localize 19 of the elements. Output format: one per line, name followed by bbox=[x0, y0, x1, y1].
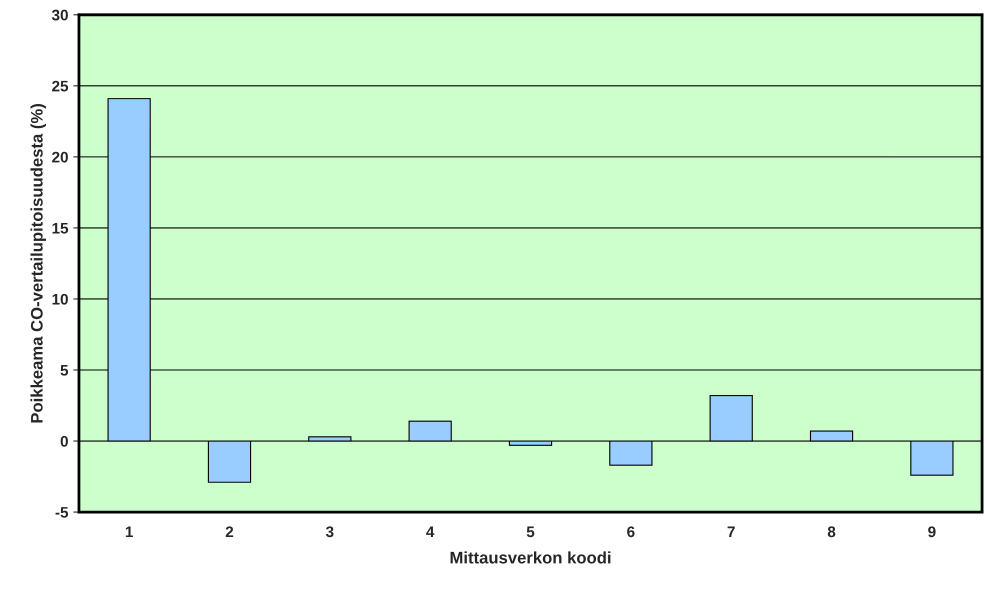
x-tick-label: 9 bbox=[928, 526, 936, 538]
x-tick-label: 4 bbox=[426, 526, 434, 538]
y-tick-label: 15 bbox=[52, 222, 68, 234]
y-tick-label: 20 bbox=[52, 152, 68, 163]
x-tick-label: 5 bbox=[526, 526, 534, 538]
x-tick-label: 7 bbox=[728, 526, 735, 538]
y-tick-label: 5 bbox=[60, 365, 68, 376]
x-axis-title: Mittausverkon koodi bbox=[450, 551, 610, 564]
x-tick-label: 1 bbox=[126, 526, 133, 538]
y-tick-label: -5 bbox=[56, 507, 68, 518]
y-tick-label: 25 bbox=[52, 80, 68, 92]
x-tick-label: 6 bbox=[627, 526, 635, 538]
y-axis-title: Poikkeama CO-vertailupitoisuudesta (%) bbox=[30, 104, 46, 423]
x-tick-label: 2 bbox=[226, 526, 234, 538]
y-tick-label: 0 bbox=[60, 436, 68, 447]
x-tick-label: 3 bbox=[326, 526, 334, 538]
y-tick-label: 10 bbox=[52, 294, 68, 305]
y-tick-label: 30 bbox=[52, 10, 68, 21]
x-tick-label: 8 bbox=[828, 526, 836, 538]
